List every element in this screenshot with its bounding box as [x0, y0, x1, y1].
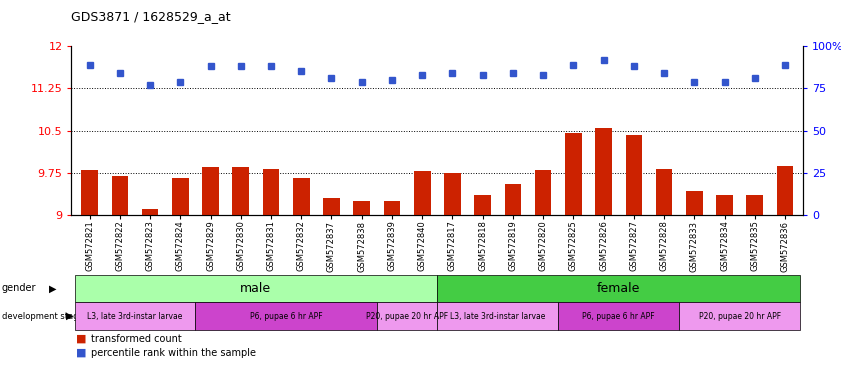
Bar [505, 184, 521, 215]
Bar [142, 209, 158, 215]
Bar [353, 201, 370, 215]
Bar [686, 191, 702, 215]
Bar [414, 171, 431, 215]
Text: P6, pupae 6 hr APF: P6, pupae 6 hr APF [583, 311, 655, 321]
Bar [112, 175, 128, 215]
Text: transformed count: transformed count [91, 334, 182, 344]
Bar [262, 169, 279, 215]
Bar [474, 195, 491, 215]
Text: P20, pupae 20 hr APF: P20, pupae 20 hr APF [699, 311, 780, 321]
Bar [626, 135, 643, 215]
Bar [323, 198, 340, 215]
Bar [293, 179, 309, 215]
Text: percentile rank within the sample: percentile rank within the sample [91, 348, 256, 358]
Text: male: male [241, 282, 272, 295]
Bar [656, 169, 673, 215]
Text: L3, late 3rd-instar larvae: L3, late 3rd-instar larvae [450, 311, 546, 321]
Text: GDS3871 / 1628529_a_at: GDS3871 / 1628529_a_at [71, 10, 231, 23]
Text: L3, late 3rd-instar larvae: L3, late 3rd-instar larvae [87, 311, 182, 321]
Text: ■: ■ [76, 348, 86, 358]
Text: female: female [597, 282, 640, 295]
Text: ■: ■ [76, 334, 86, 344]
Bar [717, 195, 733, 215]
Bar [202, 167, 219, 215]
Bar [444, 173, 461, 215]
Text: ▶: ▶ [66, 311, 73, 321]
Text: ▶: ▶ [49, 283, 56, 293]
Bar [595, 128, 612, 215]
Bar [777, 166, 793, 215]
Text: development stage: development stage [2, 311, 83, 321]
Bar [535, 170, 552, 215]
Text: gender: gender [2, 283, 36, 293]
Text: P6, pupae 6 hr APF: P6, pupae 6 hr APF [250, 311, 322, 321]
Bar [82, 170, 98, 215]
Text: P20, pupae 20 hr APF: P20, pupae 20 hr APF [366, 311, 448, 321]
Bar [172, 179, 188, 215]
Bar [232, 167, 249, 215]
Bar [383, 201, 400, 215]
Bar [565, 133, 582, 215]
Bar [747, 195, 763, 215]
